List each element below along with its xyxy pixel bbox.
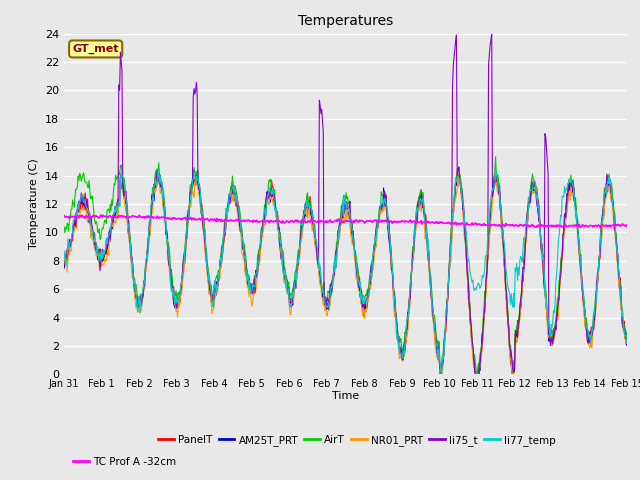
X-axis label: Time: Time bbox=[332, 391, 359, 401]
Legend: TC Prof A -32cm: TC Prof A -32cm bbox=[69, 453, 180, 471]
Title: Temperatures: Temperatures bbox=[298, 14, 393, 28]
Y-axis label: Temperature (C): Temperature (C) bbox=[29, 158, 39, 250]
Text: GT_met: GT_met bbox=[72, 44, 119, 54]
